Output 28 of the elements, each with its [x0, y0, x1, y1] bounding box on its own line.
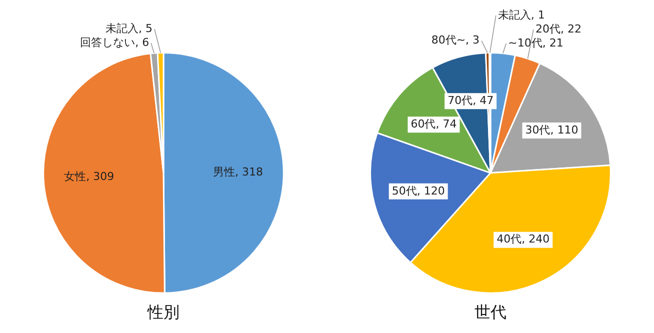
slice-label: 未記入 [498, 8, 531, 22]
data-label: , 6 [135, 36, 150, 50]
data-label: , 1 [530, 8, 545, 22]
data-label: , 5 [138, 22, 153, 36]
data-label: , 47 [472, 94, 494, 107]
slice-label: 50代 [392, 184, 417, 198]
slice-label: 20代 [535, 22, 560, 36]
data-label: , 22 [560, 22, 582, 36]
data-label: , 309 [86, 170, 114, 184]
slice-label: 70代 [448, 94, 473, 107]
slice-label: 40代 [496, 232, 522, 246]
slice-label: ~10代 [508, 36, 542, 50]
slice-label: 80代~ [431, 34, 466, 47]
text: 性別 [146, 302, 180, 322]
data-label: , 21 [542, 36, 564, 50]
data-label: , 318 [235, 165, 263, 178]
slice-label: 未記入 [106, 22, 139, 36]
data-label: , 240 [522, 232, 550, 246]
data-label: , 110 [550, 123, 578, 136]
data-label: , 74 [436, 118, 457, 131]
slice-label: 男性 [213, 165, 235, 178]
text: 世代 [474, 302, 506, 322]
data-label: , 3 [466, 34, 480, 47]
slice-label: 30代 [525, 123, 550, 136]
slice-label: 回答しない [80, 36, 136, 50]
slice-label: 女性 [64, 170, 86, 184]
data-label: , 120 [416, 184, 445, 198]
slice-label: 60代 [410, 118, 436, 131]
